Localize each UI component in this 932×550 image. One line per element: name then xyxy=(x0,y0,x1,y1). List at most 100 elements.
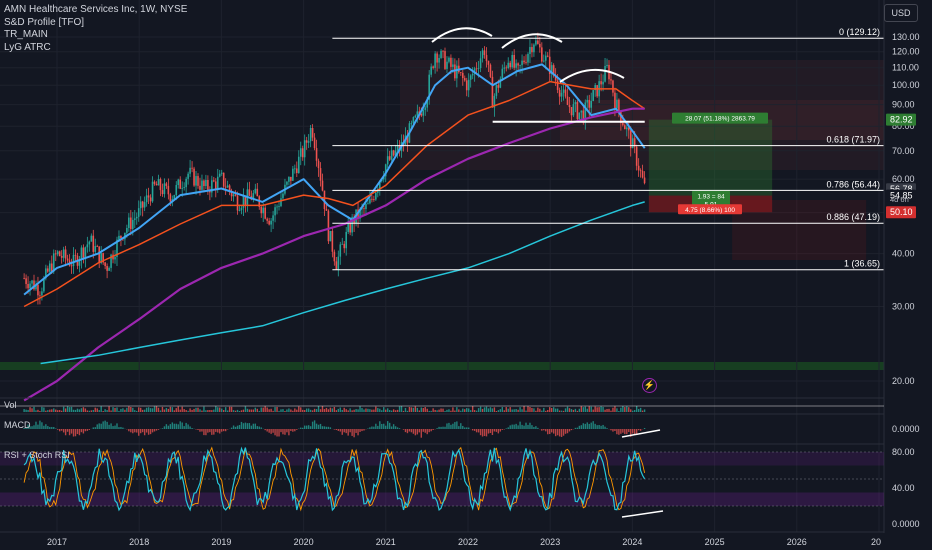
volume-bar xyxy=(337,408,339,412)
candle-body xyxy=(430,66,432,75)
volume-bar xyxy=(436,410,438,412)
candle-body xyxy=(110,254,112,268)
candle-body xyxy=(161,190,164,195)
macd-bar xyxy=(424,429,426,433)
volume-bar xyxy=(268,409,270,412)
x-tick-label: 2024 xyxy=(622,537,642,547)
macd-bar xyxy=(466,427,468,429)
entry-label-text: 1.93 = 84 xyxy=(697,194,725,201)
candle-body xyxy=(475,68,478,70)
volume-bar xyxy=(359,406,361,412)
volume-bar xyxy=(147,407,150,412)
fib-label-0.886: 0.886 (47.19) xyxy=(826,212,880,222)
candle-body xyxy=(108,267,110,271)
candle-body xyxy=(126,228,128,233)
macd-bar xyxy=(477,429,480,433)
candle-body xyxy=(52,253,55,272)
macd-bar xyxy=(280,429,282,433)
volume-bar xyxy=(428,410,430,412)
macd-bar xyxy=(66,429,69,432)
volume-bar xyxy=(527,406,529,412)
candle-body xyxy=(23,278,25,279)
x-tick-label: 2019 xyxy=(211,537,231,547)
volume-bar xyxy=(266,407,268,412)
candle-body xyxy=(444,51,446,69)
currency-button[interactable]: USD xyxy=(884,4,918,22)
indicator-sd-profile[interactable]: S&D Profile [TFO] xyxy=(4,16,85,28)
volume-bar xyxy=(483,407,486,412)
candle-body xyxy=(446,61,448,69)
volume-bar xyxy=(64,408,67,412)
macd-bar xyxy=(527,424,529,429)
x-tick-label: 2025 xyxy=(705,537,725,547)
volume-bar xyxy=(639,407,642,412)
candle-body xyxy=(542,60,545,62)
macd-bar xyxy=(604,426,606,429)
candle-body xyxy=(627,127,630,131)
volume-bar xyxy=(507,408,509,412)
macd-bar xyxy=(628,429,630,433)
macd-bar xyxy=(377,425,379,429)
indicator-lyg-atrc[interactable]: LyG ATRC xyxy=(4,41,51,53)
candle-body xyxy=(31,280,33,284)
position-tool[interactable]: 28.07 (51.18%) 2863.791.93 = 845.914.75 … xyxy=(648,112,867,260)
candle-body xyxy=(297,156,300,174)
candle-body xyxy=(35,284,37,290)
volume-bar xyxy=(630,409,632,412)
pattern-arcs xyxy=(431,27,625,83)
candle-body xyxy=(175,185,178,195)
volume-bar xyxy=(556,408,559,412)
rsi-overbought-band xyxy=(0,452,884,466)
candle-body xyxy=(197,176,199,186)
candle-body xyxy=(481,50,484,59)
macd-bar xyxy=(183,426,185,429)
candle-body xyxy=(183,187,185,188)
candle-body xyxy=(270,220,272,225)
symbol-title[interactable]: AMN Healthcare Services Inc, 1W, NYSE xyxy=(4,4,188,15)
volume-bar xyxy=(80,408,83,412)
macd-bar xyxy=(29,426,31,429)
candle-body xyxy=(471,74,474,76)
macd-bar xyxy=(416,429,419,435)
macd-bar xyxy=(499,429,502,432)
macd-bar xyxy=(588,423,590,429)
indicator-tr-main[interactable]: TR_MAIN xyxy=(4,29,48,40)
candle-body xyxy=(479,58,482,69)
candle-body xyxy=(341,243,344,245)
fibonacci-retracement[interactable]: 0 (129.12) 0.618 (71.97) 0.786 (56.44) 0.88… xyxy=(332,27,884,271)
macd-bar xyxy=(292,429,294,432)
volume-bar xyxy=(606,408,608,412)
volume-bar xyxy=(444,410,446,412)
macd-bar xyxy=(578,425,581,429)
candle-body xyxy=(47,268,49,272)
price-tag: 82.92 xyxy=(890,115,913,125)
macd-bar xyxy=(49,426,51,429)
red-box-zone xyxy=(732,200,867,260)
macd-bar xyxy=(576,427,579,429)
candle-body xyxy=(584,102,587,123)
volume-bar xyxy=(618,410,620,412)
candle-body xyxy=(305,140,308,143)
x-tick-label: 2020 xyxy=(294,537,314,547)
volume-bar xyxy=(165,407,168,412)
candle-body xyxy=(465,80,468,91)
time-axis[interactable]: 2017 2018 2019 2020 2021 2022 2023 2024 2025 2026… xyxy=(0,533,932,550)
volume-bar xyxy=(635,406,638,412)
volume-bar xyxy=(468,408,470,412)
macd-bar xyxy=(501,429,504,430)
volume-bar xyxy=(641,410,644,412)
macd-tick-label: 0.0000 xyxy=(892,424,920,434)
volume-bar xyxy=(608,408,610,412)
volume-bar xyxy=(416,407,419,412)
macd-bar xyxy=(199,429,201,432)
candle-body xyxy=(396,145,399,151)
candle-body xyxy=(618,99,620,112)
candle-body xyxy=(635,146,638,166)
candle-body xyxy=(114,256,116,260)
candle-body xyxy=(489,64,492,77)
macd-bar xyxy=(282,429,284,435)
macd-bar xyxy=(624,429,626,435)
event-bolt-icon[interactable]: ⚡ xyxy=(642,378,657,393)
candle-body xyxy=(242,196,245,208)
